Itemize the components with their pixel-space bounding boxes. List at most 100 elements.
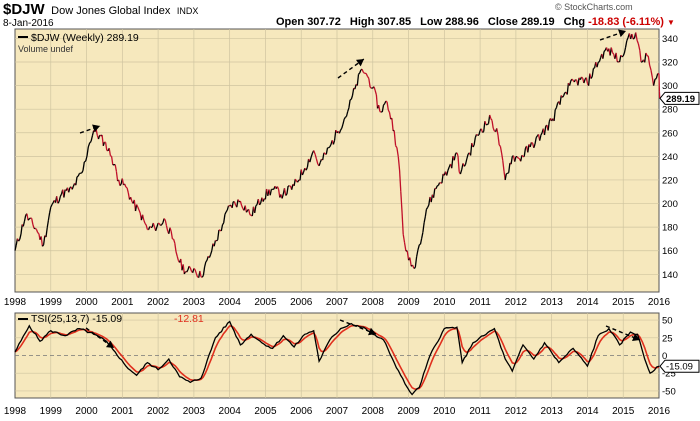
price-line-segment: [276, 186, 280, 190]
price-x-tick-label: 1998: [4, 297, 27, 308]
price-line-segment: [585, 77, 589, 84]
price-line-segment: [325, 147, 329, 155]
price-line-segment: [415, 249, 419, 258]
price-line-segment: [518, 157, 520, 160]
price-line-segment: [508, 162, 511, 173]
price-line-segment: [40, 236, 44, 247]
price-line-segment: [621, 55, 624, 58]
price-line-segment: [620, 54, 623, 58]
price-line-segment: [124, 183, 127, 188]
price-line-segment: [358, 72, 361, 75]
price-line-segment: [231, 201, 234, 209]
price-line-segment: [571, 78, 574, 81]
price-line-segment: [82, 161, 85, 171]
price-line-segment: [393, 130, 397, 146]
price-line-segment: [155, 226, 158, 231]
tsi-y-tick-label: -50: [662, 386, 676, 397]
price-y-tick-label: 240: [662, 152, 678, 163]
price-line-segment: [386, 102, 389, 111]
price-x-tick-label: 2004: [219, 297, 242, 308]
price-line-segment: [425, 207, 429, 210]
price-line-segment: [555, 103, 559, 108]
price-line-segment: [102, 142, 106, 146]
price-line-segment: [172, 239, 176, 244]
tsi-x-tick-label: 2007: [326, 406, 349, 417]
price-line-segment: [152, 222, 156, 228]
price-line-segment: [457, 155, 460, 172]
price-x-tick-label: 2009: [397, 297, 420, 308]
price-line-segment: [435, 185, 438, 189]
price-y-tick-label: 260: [662, 128, 678, 139]
price-x-tick-label: 1999: [40, 297, 63, 308]
price-line-segment: [176, 256, 180, 261]
price-line-segment: [419, 238, 423, 245]
price-line-segment: [297, 179, 300, 183]
price-line-segment: [87, 142, 91, 148]
price-line-segment: [83, 160, 87, 163]
price-line-segment: [23, 215, 27, 222]
price-line-segment: [174, 243, 177, 252]
price-line-segment: [590, 76, 593, 79]
price-line-segment: [201, 275, 204, 278]
price-line-segment: [115, 171, 119, 182]
price-x-tick-label: 2005: [254, 297, 277, 308]
price-line-segment: [388, 112, 392, 120]
price-line-segment: [306, 158, 310, 168]
price-line-segment: [143, 219, 146, 224]
price-line-segment: [539, 134, 542, 141]
low-value: 288.96: [445, 16, 479, 28]
price-line-segment: [186, 269, 189, 273]
price-line-segment: [466, 154, 469, 160]
price-line-segment: [203, 261, 207, 268]
tsi-x-tick-label: 2016: [648, 406, 671, 417]
price-line-segment: [170, 231, 174, 240]
price-line-segment: [305, 167, 308, 171]
price-line-segment: [561, 95, 565, 98]
price-line-segment: [50, 204, 53, 208]
price-line-segment: [121, 178, 125, 185]
tsi-x-tick-label: 2001: [111, 406, 134, 417]
tsi-x-tick-label: 2009: [397, 406, 420, 417]
price-line-segment: [506, 172, 508, 175]
tsi-x-tick-label: 2005: [254, 406, 277, 417]
price-trend-arrow-2007-shaft: [337, 58, 365, 79]
price-line-segment: [18, 238, 21, 242]
price-line-segment: [35, 229, 39, 233]
price-line-segment: [423, 216, 426, 224]
price-line-segment: [255, 204, 258, 207]
price-line-segment: [437, 182, 441, 186]
price-line-segment: [314, 154, 318, 159]
price-line-segment: [224, 211, 227, 215]
price-line-segment: [637, 43, 641, 51]
price-line-segment: [137, 206, 140, 211]
price-line-segment: [639, 50, 642, 63]
price-last-value-tag: [659, 91, 700, 105]
price-line-segment: [547, 121, 550, 131]
chg-value: -18.83 (-6.11%): [588, 16, 664, 28]
price-x-tick-label: 2014: [576, 297, 599, 308]
price-line-segment: [424, 209, 428, 217]
price-line-segment: [441, 173, 444, 184]
price-line-segment: [459, 169, 463, 175]
price-line-segment: [14, 245, 17, 251]
price-line-segment: [104, 142, 108, 151]
tsi-last-value-label: -15.09: [666, 362, 693, 373]
price-line-segment: [636, 40, 640, 45]
price-line-segment: [101, 134, 104, 146]
price-line-segment: [644, 52, 647, 63]
price-legend-label: $DJW (Weekly) 289.19: [31, 32, 139, 44]
price-line-segment: [285, 193, 288, 196]
index-name-label: Dow Jones Global Index: [51, 5, 171, 17]
price-line-segment: [27, 218, 30, 221]
price-line-segment: [575, 79, 578, 81]
price-line-segment: [281, 193, 284, 199]
tsi-x-tick-label: 2013: [541, 406, 564, 417]
tsi-divergence-arrow-2007-head: [368, 327, 376, 336]
price-line-segment: [406, 250, 410, 261]
price-line-segment: [182, 264, 185, 275]
price-x-tick-label: 2006: [290, 297, 313, 308]
price-line-segment: [382, 103, 386, 106]
price-line-segment: [217, 229, 220, 240]
price-line-segment: [163, 218, 166, 221]
